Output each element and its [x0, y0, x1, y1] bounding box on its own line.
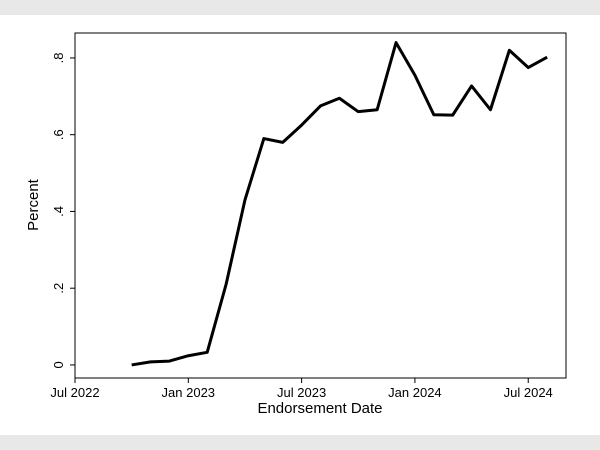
plot-area [74, 32, 567, 379]
y-tick-label: .6 [51, 129, 66, 140]
line-series [131, 41, 548, 367]
y-tick-label: .2 [51, 283, 66, 294]
y-axis-label: Percent [25, 178, 42, 231]
x-tick-label: Jul 2024 [504, 385, 553, 400]
x-tick-label: Jan 2024 [388, 385, 442, 400]
top-band [0, 0, 600, 15]
y-tick-label: .8 [51, 53, 66, 64]
y-tick-label: .4 [51, 206, 66, 217]
x-tick-label: Jul 2022 [50, 385, 99, 400]
bottom-band [0, 435, 600, 450]
x-tick-label: Jan 2023 [162, 385, 216, 400]
x-axis-label: Endorsement Date [257, 400, 382, 417]
x-tick-label: Jul 2023 [277, 385, 326, 400]
y-tick-label: 0 [51, 361, 66, 368]
